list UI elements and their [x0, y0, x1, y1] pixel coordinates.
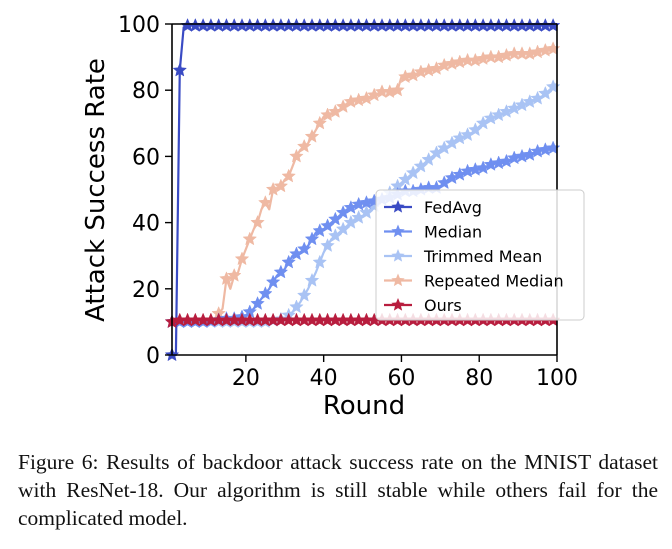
- y-tick-label: 0: [146, 344, 160, 369]
- data-point: [250, 214, 265, 229]
- y-tick-label: 20: [132, 278, 160, 303]
- data-point: [250, 296, 265, 310]
- data-point: [304, 128, 320, 143]
- legend-marker: [391, 224, 405, 238]
- legend-label: FedAvg: [424, 198, 482, 217]
- x-tick-label: 20: [232, 366, 260, 391]
- legend-label: Repeated Median: [424, 272, 564, 291]
- data-point: [289, 299, 304, 314]
- figure-caption: Figure 6: Results of backdoor attack suc…: [18, 448, 658, 532]
- x-tick-label: 80: [465, 366, 493, 391]
- x-tick-label: 100: [536, 366, 578, 391]
- legend-label: Median: [424, 223, 482, 242]
- legend-label: Trimmed Mean: [423, 247, 542, 266]
- data-point: [234, 251, 250, 266]
- data-point: [258, 286, 273, 300]
- data-point: [265, 274, 281, 289]
- legend-marker: [391, 200, 405, 213]
- y-tick-label: 40: [132, 212, 160, 237]
- data-point: [320, 238, 335, 252]
- x-axis-label: Round: [323, 391, 405, 421]
- caption-label: Figure 6:: [18, 450, 99, 474]
- legend-marker: [391, 249, 405, 262]
- data-point: [258, 195, 273, 209]
- data-point: [304, 231, 320, 246]
- caption-text: Results of backdoor attack success rate …: [18, 450, 659, 530]
- data-point: [273, 264, 289, 279]
- legend-box: [375, 189, 585, 321]
- y-axis-label: Attack Success Rate: [81, 58, 111, 322]
- line-chart: 20 40 60 80 100 0 20 40 60 80 100 Round Attack Suc…: [81, 13, 585, 421]
- data-point: [242, 231, 258, 246]
- legend-marker: [391, 298, 405, 311]
- data-point: [296, 241, 312, 256]
- data-point: [289, 148, 304, 163]
- legend-marker: [391, 273, 405, 287]
- legend: FedAvg Median Trimmed Mean Repeated Median O…: [375, 189, 585, 321]
- legend-label: Ours: [424, 296, 462, 315]
- y-tick-label: 60: [132, 145, 160, 170]
- data-point: [273, 178, 289, 193]
- data-point: [312, 254, 328, 269]
- data-point: [304, 272, 320, 287]
- data-point: [172, 62, 188, 77]
- y-tick-label: 80: [132, 79, 160, 104]
- data-point: [390, 82, 405, 97]
- x-tick-label: 60: [387, 366, 415, 391]
- data-point: [226, 267, 242, 282]
- x-tick-label: 40: [310, 366, 338, 391]
- data-point: [281, 168, 296, 183]
- y-tick-label: 100: [118, 13, 160, 38]
- data-point: [296, 287, 312, 302]
- data-point: [312, 115, 328, 130]
- ticks: 20 40 60 80 100 0 20 40 60 80 100: [118, 13, 578, 391]
- data-point: [281, 254, 296, 269]
- data-point: [296, 138, 312, 153]
